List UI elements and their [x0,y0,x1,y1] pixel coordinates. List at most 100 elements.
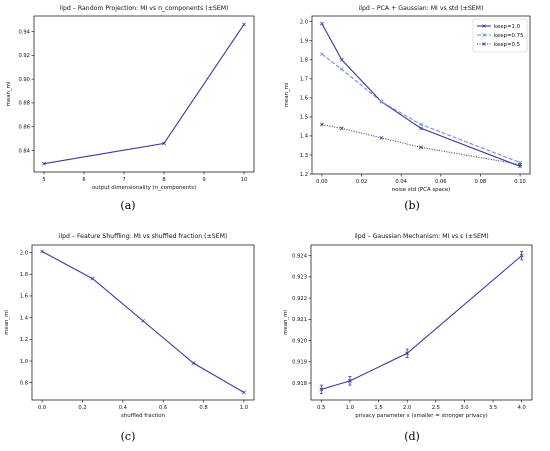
y-tick-label: 0.90 [18,77,30,83]
plot-frame [311,15,531,175]
x-tick-label: 0.4 [119,405,128,411]
x-tick-label: 6 [82,177,85,183]
y-tick-label: 1.8 [20,272,28,278]
series-3 [320,122,522,167]
data-point [191,361,196,366]
data-point [320,122,324,127]
data-point [320,21,324,26]
x-tick-label: 2.0 [403,405,411,411]
x-tick-label: 8 [162,177,165,183]
y-tick-label: 1.2 [300,172,308,178]
y-tick-label: 1.3 [300,153,308,159]
x-tick-label: 3.5 [489,405,497,411]
chart-panel-1: ilpd – Random Projection: MI vs n_compon… [6,5,255,212]
legend-label: keep=0.75 [494,33,524,39]
x-tick-label: 0.2 [78,405,86,411]
series-line [321,255,523,390]
chart-panel-2: ilpd – PCA + Gaussian: MI vs std (±SEM) 0… [284,5,531,212]
data-point [90,276,95,281]
x-tick-label: 0.5 [317,405,325,411]
data-point [339,67,344,72]
y-axis-label: mean_mi [6,82,12,107]
chart-title: ilpd – Gaussian Mechanism: MI vs ε (±SEM… [354,233,488,240]
series-line [41,251,245,393]
y-tick-label: 1.2 [20,337,28,343]
data-point [42,161,46,166]
chart-title: ilpd – PCA + Gaussian: MI vs std (±SEM) [359,5,484,12]
data-point [379,99,384,104]
y-tick-label: 0.920 [292,338,307,344]
x-tick-label: 0.10 [514,179,526,185]
subfigure-caption: (a) [120,199,135,212]
chart-panel-3: ilpd – Feature Shuffling: MI vs shuffled… [4,233,255,443]
y-tick-label: 1.9 [300,39,308,45]
data-point [339,126,344,131]
chart-title: ilpd – Random Projection: MI vs n_compon… [60,5,229,12]
data-point [40,249,44,254]
y-tick-label: 0.924 [292,253,308,259]
legend: keep=1.0 keep=0.75 keep=0.5 [472,18,528,53]
x-tick-label: 1.0 [240,405,248,411]
y-tick-label: 0.84 [18,148,30,154]
y-tick-label: 2.0 [20,250,28,256]
y-tick-label: 0.919 [292,360,307,366]
y-tick-label: 0.918 [292,381,307,387]
data-point [339,57,344,62]
data-point [419,126,423,131]
x-axis-label: noise std (PCA space) [392,187,451,193]
legend-item: keep=0.75 [477,33,524,39]
x-tick-label: 0.8 [199,405,207,411]
x-tick-label: 0.00 [316,179,328,185]
x-tick-label: 1.0 [346,405,354,411]
legend-item: keep=1.0 [477,24,521,30]
data-point [419,145,423,150]
x-tick-label: 4.0 [518,405,526,411]
legend-item: keep=0.5 [477,42,520,48]
x-tick-label: 5 [42,177,45,183]
series-line [321,123,521,166]
y-tick-label: 0.923 [292,275,307,281]
y-tick-label: 0.92 [18,53,30,59]
series-1 [40,249,246,395]
x-tick-label: 3.0 [460,405,468,411]
x-tick-label: 0.08 [475,179,487,185]
y-axis-label: mean_mi [283,310,289,335]
series-2 [320,52,522,165]
legend-label: keep=1.0 [494,24,521,30]
y-tick-label: 1.0 [20,359,28,365]
subfigure-caption: (b) [404,199,420,212]
series-1 [42,22,246,166]
data-point [319,387,324,392]
plot-frame [310,244,533,401]
data-point [242,22,246,27]
data-point [518,162,522,167]
x-tick-label: 0.02 [356,179,368,185]
y-tick-label: 1.7 [300,77,308,83]
legend-label: keep=0.5 [494,42,520,48]
y-tick-label: 0.94 [18,29,30,35]
y-tick-label: 0.922 [292,296,307,302]
y-tick-label: 0.8 [20,380,28,386]
y-tick-label: 0.921 [292,317,307,323]
data-point [242,390,246,395]
data-point [519,253,524,258]
x-tick-label: 0.6 [159,405,167,411]
y-axis-label: mean_mi [4,310,10,335]
y-tick-label: 1.6 [300,96,308,102]
data-point [162,141,166,146]
data-point [348,379,352,383]
y-axis-label: mean_mi [284,83,290,108]
x-axis-label: output dimensionality (n_components) [92,185,196,191]
plot-frame [33,15,255,173]
data-point [141,318,145,323]
data-point [320,52,324,56]
x-tick-label: 2.5 [432,405,440,411]
y-tick-label: 1.6 [20,294,28,300]
y-tick-label: 1.5 [300,115,308,121]
data-point [419,122,423,127]
series-1 [319,250,524,395]
subfigure-caption: (d) [404,430,420,443]
y-tick-label: 1.8 [300,58,308,64]
x-tick-label: 0.0 [38,405,46,411]
